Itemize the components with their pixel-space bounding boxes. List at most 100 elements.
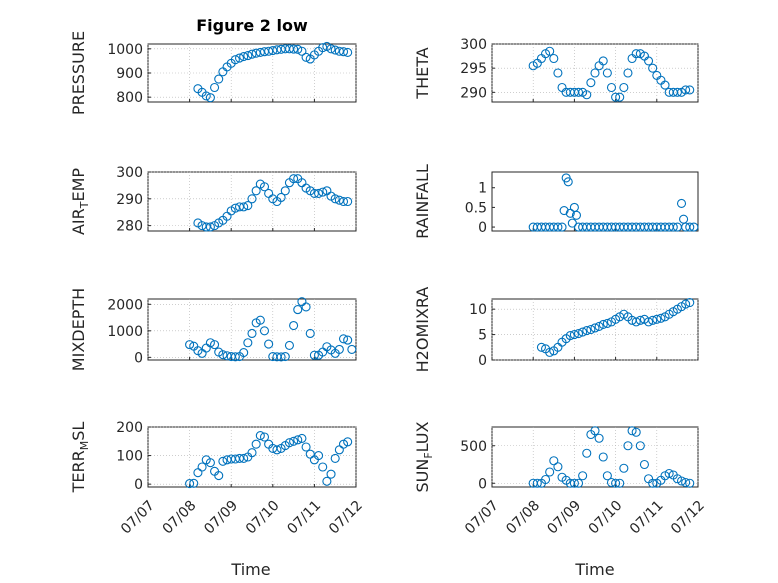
data-point (334, 344, 344, 354)
y-axis-label: MIXDEPTH (69, 288, 88, 371)
data-point (582, 325, 592, 336)
data-point (338, 334, 349, 344)
subplot-theta: 290 295 300 THETA (413, 37, 699, 103)
data-point (201, 91, 211, 101)
y-axis-label: RAINFALL (413, 164, 432, 239)
data-point (553, 462, 563, 472)
data-point (243, 51, 253, 61)
data-point (185, 479, 195, 489)
x-tick-label: 07/12 (326, 498, 366, 538)
subplot-pressure: 800 900 1000 PRESSURE (69, 31, 357, 115)
data-point (347, 344, 357, 354)
data-point (326, 44, 336, 54)
data-point (644, 317, 654, 327)
data-point (305, 328, 315, 339)
data-point (623, 68, 633, 78)
data-point (330, 453, 340, 463)
data-point (602, 471, 612, 481)
data-point (549, 53, 559, 64)
data-point (251, 439, 261, 449)
y-tick-label: 0 (478, 353, 487, 369)
data-point (573, 87, 584, 97)
data-point (631, 427, 641, 437)
x-tick-label: 07/09 (544, 498, 584, 538)
y-tick-label: 0 (478, 476, 487, 492)
data-point (289, 174, 299, 184)
y-tick-label: 280 (116, 219, 143, 235)
data-point (648, 478, 658, 488)
data-point (541, 474, 551, 485)
data-point (239, 348, 249, 358)
plot-area (491, 43, 699, 103)
data-point (664, 468, 674, 479)
data-point (563, 177, 573, 187)
x-tick-label: 07/11 (284, 498, 324, 538)
y-tick-label: 295 (460, 61, 487, 77)
data-point (578, 471, 588, 481)
data-point (205, 222, 215, 232)
data-point (681, 299, 691, 309)
data-point (639, 459, 649, 470)
data-point (318, 187, 328, 197)
data-point (565, 331, 575, 341)
data-point (210, 340, 220, 350)
subplot-rainfall: 0 0.5 1 RAINFALL (413, 164, 699, 239)
data-point (672, 87, 682, 97)
data-point (230, 352, 240, 362)
data-point (615, 92, 625, 102)
data-point (297, 433, 307, 443)
data-point (189, 478, 199, 488)
data-point (247, 328, 257, 339)
data-point (685, 222, 695, 232)
data-point (247, 49, 257, 59)
y-tick-label: 300 (460, 37, 487, 53)
data-point (627, 426, 637, 436)
data-point (343, 437, 353, 447)
y-tick-label: 5 (478, 328, 487, 344)
data-point (602, 318, 612, 328)
data-point (259, 182, 270, 192)
data-point (234, 453, 245, 463)
data-point (284, 438, 294, 448)
data-point (573, 478, 584, 488)
data-point (685, 85, 695, 95)
data-point (343, 47, 353, 58)
data-point (239, 52, 249, 62)
y-tick-label: 290 (460, 85, 487, 101)
x-tick-label: 07/07 (462, 498, 502, 538)
data-point (681, 477, 691, 488)
data-point (218, 456, 228, 466)
y-tick-label: 1 (478, 181, 487, 197)
data-point (185, 340, 195, 350)
data-point (578, 327, 588, 337)
data-point (631, 49, 641, 59)
data-point (660, 80, 670, 90)
data-point (586, 324, 596, 335)
x-tick-label: 07/07 (118, 498, 158, 538)
data-point (255, 431, 265, 441)
x-tick-label: 07/11 (627, 498, 667, 538)
data-point (330, 194, 340, 204)
data-point (205, 93, 215, 103)
data-point (297, 46, 307, 56)
x-tick-label: 07/10 (243, 498, 283, 538)
y-tick-label: 900 (116, 66, 143, 82)
x-tick-label: 07/08 (503, 498, 543, 538)
data-point (197, 462, 207, 472)
data-point (214, 74, 224, 84)
x-axis-label-left: Time (230, 560, 270, 579)
data-point (602, 68, 612, 78)
y-tick-label: 10 (469, 302, 487, 318)
data-point (615, 478, 625, 488)
data-point (559, 205, 569, 216)
data-point (586, 78, 596, 88)
data-point (569, 330, 579, 340)
data-point (676, 198, 687, 209)
y-axis-label: PRESSURE (69, 31, 88, 115)
data-point (259, 432, 270, 442)
data-point (594, 433, 604, 443)
y-tick-label: 2000 (107, 297, 143, 313)
data-point (635, 441, 645, 451)
data-point (557, 222, 567, 232)
